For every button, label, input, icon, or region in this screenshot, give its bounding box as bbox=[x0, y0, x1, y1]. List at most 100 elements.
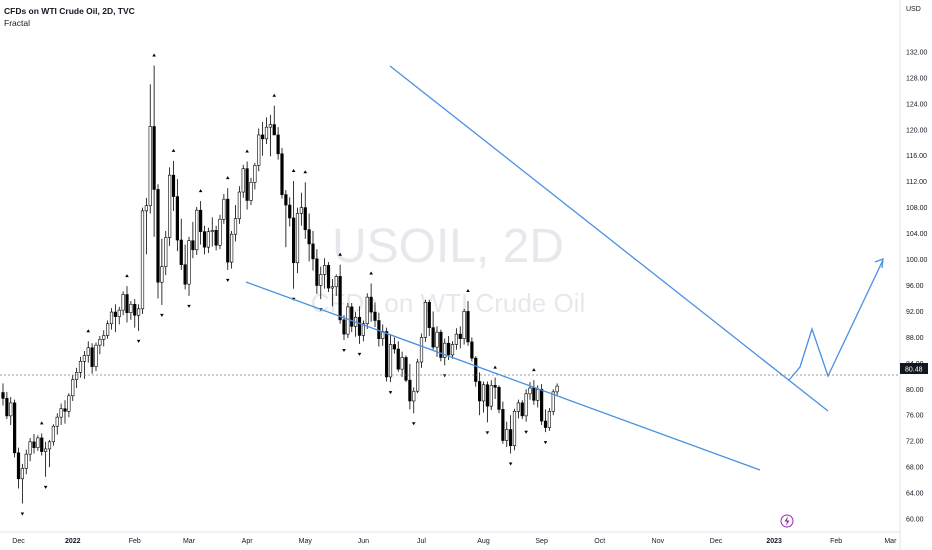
candle-down bbox=[427, 299, 431, 337]
fractal-up-arrow bbox=[493, 365, 497, 369]
fractal-down-arrow bbox=[543, 441, 548, 445]
candle-body bbox=[32, 441, 36, 448]
fractal-up-arrow bbox=[198, 189, 203, 193]
candle-down bbox=[392, 337, 396, 354]
candle-up bbox=[47, 439, 52, 468]
candle-up bbox=[462, 308, 466, 345]
alert-button[interactable] bbox=[780, 514, 794, 528]
candle-body bbox=[226, 198, 230, 263]
candle-body bbox=[412, 390, 416, 402]
candle-up bbox=[257, 128, 261, 172]
candle-down bbox=[439, 329, 443, 362]
x-tick-label: Aug bbox=[477, 538, 490, 545]
y-axis[interactable]: USD 60.0064.0068.0072.0076.0080.0084.008… bbox=[899, 0, 928, 550]
candle-body bbox=[431, 327, 435, 348]
candle-body bbox=[117, 309, 121, 317]
candle-body bbox=[295, 213, 300, 264]
candle-up bbox=[416, 358, 420, 394]
candle-down bbox=[543, 409, 548, 433]
candle-body bbox=[113, 311, 117, 317]
candle-up bbox=[334, 274, 338, 296]
candle-body bbox=[478, 381, 482, 402]
candle-body bbox=[532, 387, 536, 401]
x-tick-label: May bbox=[299, 538, 313, 545]
candle-up bbox=[489, 380, 493, 411]
candle-body bbox=[191, 240, 195, 251]
candle-body bbox=[416, 361, 420, 392]
projection-path[interactable] bbox=[788, 259, 884, 381]
candle-body bbox=[129, 303, 133, 314]
y-tick-label: 112.00 bbox=[906, 179, 927, 186]
candle-body bbox=[443, 342, 447, 358]
fractal-up-arrow bbox=[245, 149, 249, 153]
candle-down bbox=[478, 372, 482, 416]
x-tick-label: Mar bbox=[884, 538, 897, 545]
fractal-down-arrow bbox=[136, 339, 141, 343]
candle-up bbox=[140, 207, 145, 315]
candle-body bbox=[280, 153, 284, 195]
candle-body bbox=[388, 344, 393, 378]
candle-up bbox=[268, 114, 272, 157]
candle-down bbox=[396, 341, 400, 372]
candle-body bbox=[218, 218, 222, 246]
candle-body bbox=[524, 393, 528, 417]
candle-down bbox=[338, 264, 342, 324]
upper-trendline[interactable] bbox=[389, 65, 829, 412]
candle-body bbox=[195, 209, 199, 251]
candle-up bbox=[443, 338, 447, 366]
candle-body bbox=[346, 306, 350, 335]
fractal-down-arrow bbox=[524, 430, 528, 434]
candle-up bbox=[323, 258, 327, 289]
candle-body bbox=[276, 134, 280, 155]
x-axis[interactable]: Dec 2022 Feb Mar Apr May Jun Jul Aug Sep Oct Nov Dec… bbox=[0, 531, 900, 545]
candle-down bbox=[311, 230, 315, 271]
watermark-description: CFDs on WTI Crude Oil bbox=[311, 288, 586, 318]
candle-down bbox=[493, 377, 497, 399]
candle-up bbox=[253, 162, 257, 190]
candle-body bbox=[551, 391, 555, 412]
candle-down bbox=[199, 201, 203, 245]
candle-body bbox=[319, 274, 323, 286]
fractal-up-arrow bbox=[86, 329, 91, 333]
candle-up bbox=[86, 341, 90, 363]
candle-down bbox=[326, 262, 331, 292]
candle-down bbox=[156, 184, 160, 299]
candle-body bbox=[493, 385, 497, 388]
candles-layer bbox=[1, 65, 559, 504]
candle-body bbox=[106, 323, 110, 336]
candle-body bbox=[40, 437, 44, 452]
candle-up bbox=[512, 408, 517, 451]
candle-body bbox=[137, 308, 141, 316]
fractal-down-arrow bbox=[357, 352, 362, 356]
candle-body bbox=[292, 217, 296, 264]
candle-up bbox=[419, 333, 424, 368]
candle-body bbox=[501, 409, 505, 441]
candle-down bbox=[40, 433, 44, 456]
candle-down bbox=[280, 147, 284, 199]
candle-down bbox=[431, 311, 435, 350]
candle-down bbox=[214, 225, 218, 251]
candle-body bbox=[24, 453, 28, 469]
fractal-up-arrow bbox=[272, 93, 277, 97]
candle-down bbox=[13, 399, 17, 458]
candle-body bbox=[187, 240, 191, 285]
candle-body bbox=[547, 411, 551, 428]
last-price-tag: 80.48 bbox=[900, 363, 928, 374]
fractal-up-arrow bbox=[152, 53, 156, 57]
candle-body bbox=[419, 337, 424, 363]
candle-down bbox=[540, 384, 544, 425]
lower-trendline[interactable] bbox=[245, 281, 761, 471]
candle-up bbox=[137, 304, 141, 331]
candle-up bbox=[82, 350, 86, 379]
candle-body bbox=[20, 468, 24, 480]
candle-body bbox=[481, 384, 486, 402]
candle-body bbox=[338, 276, 342, 321]
candle-up bbox=[24, 449, 28, 475]
candle-down bbox=[532, 380, 536, 405]
candle-down bbox=[175, 179, 179, 252]
candle-body bbox=[133, 303, 137, 316]
lightning-bolt-icon bbox=[784, 516, 790, 526]
candle-up bbox=[388, 334, 393, 383]
chart-title: CFDs on WTI Crude Oil, 2D, TVC bbox=[4, 6, 135, 16]
